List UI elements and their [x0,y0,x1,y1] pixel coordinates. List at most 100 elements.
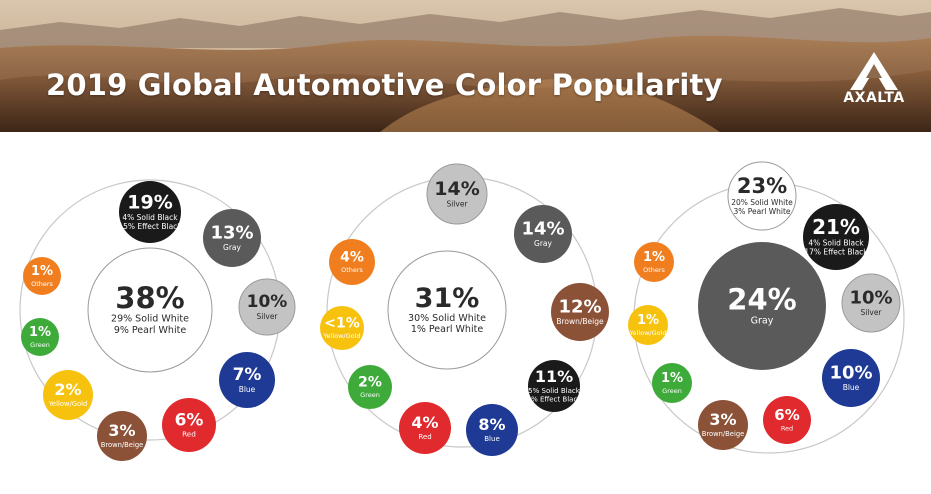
bubble-value: 3% [108,421,135,440]
bubble-gray: 24%Gray [698,242,826,370]
bubble-value: 4% [411,413,438,432]
bubble-circle [841,273,901,333]
bubble-detail: Brown/Beige [556,317,604,326]
bubble-detail: 15% Effect Black [118,222,182,231]
bubble-green: 2%Green [348,365,392,409]
bubble-circle [528,360,580,412]
bubble-circle [628,305,668,345]
bubble-circle [634,242,674,282]
bubble-detail: Yellow/Gold [48,400,88,408]
bubble-detail: 30% Solid White [408,313,486,324]
bubble-detail: Blue [484,434,500,443]
bubble-circle [803,204,869,270]
bubble-detail: Blue [843,383,860,392]
bubble-circle [219,352,275,408]
bubble-silver: 10%Silver [841,273,901,333]
bubble-value: 1% [661,371,683,386]
bubble-value: 3% [709,410,736,429]
bubble-value: 4% [340,250,364,266]
bubble-value: 1% [31,264,53,279]
bubble-circle [23,257,61,295]
bubble-detail: 4% Solid Black [122,213,178,222]
bubble-detail: 5% Solid Black [528,386,581,395]
bubble-value: 2% [358,375,382,391]
bubble-detail: Brown/Beige [702,430,745,438]
bubble-yellow: 2%Yellow/Gold [43,370,93,420]
bubble-detail: Blue [239,385,256,394]
bubble-value: 1% [29,325,51,340]
bubble-detail: Gray [751,315,774,326]
bubble-value: 31% [415,283,480,314]
bubble-detail: Gray [534,239,552,248]
bubble-value: 1% [643,250,665,265]
bubble-value: 6% [774,406,799,424]
bubble-circle [43,370,93,420]
bubble-green: 1%Green [652,363,692,403]
axalta-logo-icon [850,52,898,90]
bubble-value: 1% [637,313,659,328]
bubble-detail: 1% Pearl White [411,324,483,335]
bubble-brown: 3%Brown/Beige [698,400,748,450]
bubble-circle [399,402,451,454]
bubble-value: 19% [127,191,172,213]
bubble-detail: 20% Solid White [731,198,793,207]
bubble-gray: 13%Gray [203,209,261,267]
bubble-circle [698,242,826,370]
bubble-value: 6% [175,410,204,430]
bubble-circle [320,306,364,350]
bubble-detail: 29% Solid White [111,314,189,325]
bubble-circle [87,247,213,373]
bubble-brown: 3%Brown/Beige [97,411,147,461]
bubble-detail: Red [418,432,431,441]
bubble-orange: 1%Others [634,242,674,282]
bubble-circle [466,404,518,456]
bubble-circle [162,398,216,452]
brand-name: AXALTA [843,90,905,106]
bubble-circle [238,278,296,336]
bubble-detail: Others [341,266,363,274]
bubble-circle [348,365,392,409]
brand-logo: AXALTA [832,50,916,110]
bubble-circle [119,181,181,243]
bubble-blue: 7%Blue [219,352,275,408]
bubble-value: 14% [521,219,564,240]
bubble-value: 24% [727,283,796,317]
bubble-circle [203,209,261,267]
bubble-detail: 4% Solid Black [808,238,864,247]
bubble-value: 12% [558,297,601,318]
bubble-value: 13% [210,223,253,244]
bubble-yellow: <1%Yellow/Gold [320,306,364,350]
bubble-circle [727,161,797,231]
bubble-orange: 1%Others [23,257,61,295]
bubble-silver: 14%Silver [426,163,488,225]
bubble-circle [763,396,811,444]
bubble-value: 7% [233,365,262,385]
bubble-red: 6%Red [162,398,216,452]
bubble-gray: 14%Gray [514,205,572,263]
bubble-circle [329,239,375,285]
bubble-circle [97,411,147,461]
bubble-circle [387,250,507,370]
bubble-yellow: 1%Yellow/Gold [628,305,668,345]
bubble-detail: Red [781,425,793,433]
bubble-value: 21% [812,215,860,239]
bubble-value: <1% [324,316,360,332]
bubble-detail: 9% Pearl White [114,325,186,336]
header-banner: 2019 Global Automotive Color Popularity … [0,0,931,132]
bubble-blue: 8%Blue [466,404,518,456]
bubble-value: 14% [434,178,479,200]
bubble-detail: Yellow/Gold [628,329,666,337]
bubble-blue: 10%Blue [822,349,880,407]
bubble-detail: Green [360,391,380,399]
bubble-circle [21,318,59,356]
bubble-circle [514,205,572,263]
bubble-brown: 12%Brown/Beige [551,283,609,341]
bubble-value: 10% [247,292,288,312]
bubble-detail: Green [30,341,50,349]
